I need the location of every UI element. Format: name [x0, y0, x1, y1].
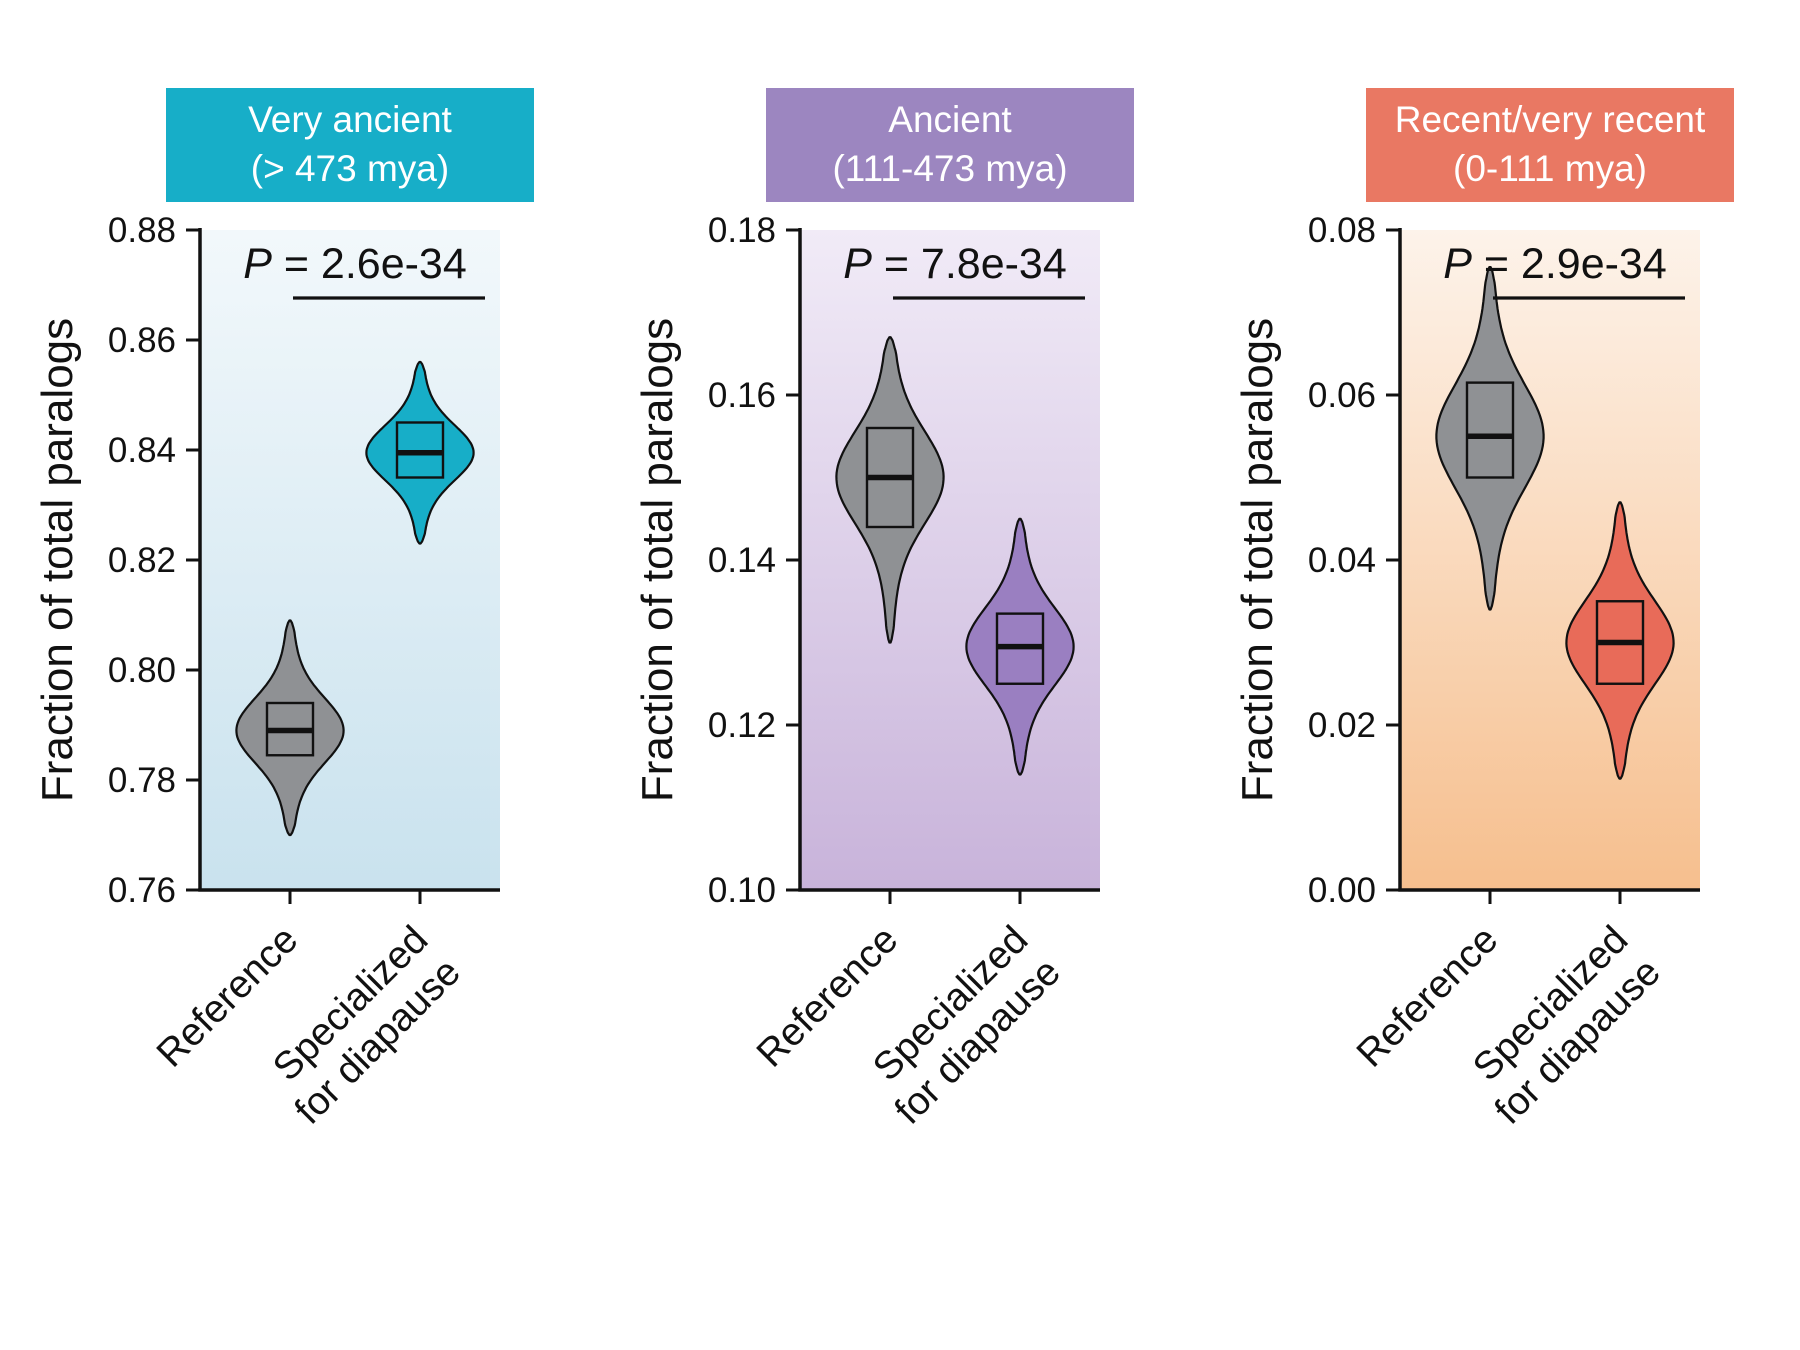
y-axis-label: Fraction of total paralogs	[1233, 318, 1282, 802]
y-tick-label: 0.86	[108, 321, 176, 360]
panel-subtitle: (111-473 mya)	[832, 147, 1068, 189]
y-tick-label: 0.80	[108, 651, 176, 690]
y-tick-label: 0.18	[708, 211, 776, 250]
y-tick-label: 0.12	[708, 706, 776, 745]
iqr-box	[1465, 381, 1515, 479]
y-tick-label: 0.78	[108, 761, 176, 800]
y-axis-label: Fraction of total paralogs	[33, 318, 82, 802]
y-tick-label: 0.00	[1308, 871, 1376, 910]
y-tick-label: 0.16	[708, 376, 776, 415]
p-value-label: P = 7.8e-34	[843, 240, 1067, 288]
y-tick-label: 0.06	[1308, 376, 1376, 415]
panel-subtitle: (> 473 mya)	[250, 147, 450, 189]
y-axis-label: Fraction of total paralogs	[633, 318, 682, 802]
panel-ancient: Ancient (111-473 mya) 0.10 0.12 0.14 0.16 0.…	[600, 0, 1200, 1350]
y-tick-label: 0.02	[1308, 706, 1376, 745]
p-value-label: P = 2.9e-34	[1443, 240, 1667, 288]
violin-chart-very-ancient: 0.760.780.800.820.840.860.88ReferenceSpe…	[33, 211, 500, 1133]
panel-title: Ancient	[888, 99, 1012, 140]
violin-reference	[835, 336, 945, 644]
panel-title: Recent/very recent	[1394, 99, 1706, 140]
panel-title: Very ancient	[248, 99, 452, 140]
y-tick-label: 0.76	[108, 871, 176, 910]
violin-chart-ancient: 0.100.120.140.160.18ReferenceSpecialized…	[633, 211, 1100, 1133]
panel-recent: Recent/very recent (0-111 mya) 0.00 0.02 0…	[1200, 0, 1800, 1350]
panel-subtitle: (0-111 mya)	[1453, 147, 1647, 189]
panel-header-ancient: Ancient (111-473 mya)	[766, 88, 1134, 202]
y-tick-label: 0.82	[108, 541, 176, 580]
y-tick-label: 0.10	[708, 871, 776, 910]
plot-background	[200, 230, 500, 890]
y-tick-label: 0.84	[108, 431, 176, 470]
y-tick-label: 0.14	[708, 541, 776, 580]
panel-very-ancient: Very ancient (> 473 mya) 0.76 0.78 0.80 0.8…	[0, 0, 600, 1350]
y-tick-label: 0.04	[1308, 541, 1376, 580]
panel-header-very-ancient: Very ancient (> 473 mya)	[166, 88, 534, 202]
y-tick-label: 0.08	[1308, 211, 1376, 250]
violin-chart-recent: 0.000.020.040.060.08ReferenceSpecialized…	[1233, 211, 1700, 1133]
panel-header-recent: Recent/very recent (0-111 mya)	[1366, 88, 1734, 202]
p-value-label: P = 2.6e-34	[243, 240, 467, 288]
y-tick-label: 0.88	[108, 211, 176, 250]
plot-background	[800, 230, 1100, 890]
plot-background	[1400, 230, 1700, 890]
